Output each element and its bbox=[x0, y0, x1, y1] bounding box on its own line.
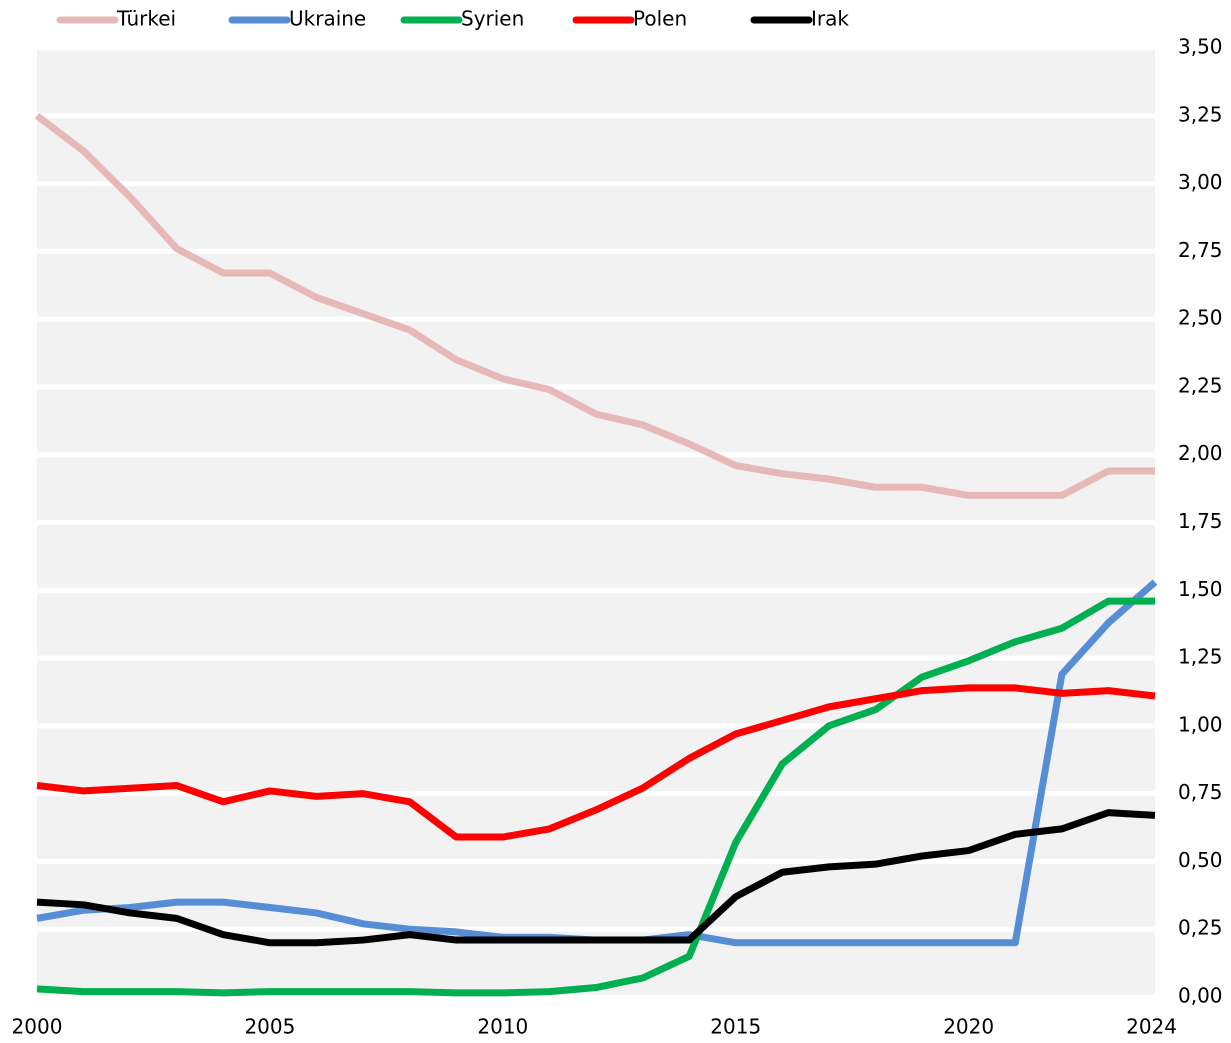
y-tick-label: 1,50 bbox=[1178, 577, 1223, 601]
legend-label: Syrien bbox=[461, 7, 524, 31]
y-tick-label: 1,75 bbox=[1178, 509, 1223, 533]
legend-label: Polen bbox=[633, 7, 687, 31]
line-series bbox=[34, 112, 1155, 499]
y-tick-label: 0,50 bbox=[1178, 848, 1223, 872]
x-tick-label: 2000 bbox=[12, 1015, 63, 1039]
legend-label: Ukraine bbox=[289, 7, 366, 31]
x-tick-label: 2005 bbox=[244, 1015, 295, 1039]
x-tick-label: 2024 bbox=[1126, 1015, 1177, 1039]
line-series bbox=[36, 684, 1156, 841]
legend-label: Irak bbox=[811, 7, 849, 31]
y-tick-label: 3,25 bbox=[1178, 102, 1223, 126]
y-tick-label: 3,50 bbox=[1178, 35, 1223, 59]
x-tick-label: 2020 bbox=[943, 1015, 994, 1039]
y-tick-label: 2,25 bbox=[1178, 373, 1223, 397]
line-series bbox=[36, 597, 1155, 997]
y-tick-label: 1,00 bbox=[1178, 712, 1223, 736]
y-tick-label: 1,25 bbox=[1178, 645, 1223, 669]
y-tick-label: 0,25 bbox=[1178, 916, 1223, 940]
y-tick-label: 0,00 bbox=[1178, 984, 1223, 1008]
y-tick-label: 0,75 bbox=[1178, 780, 1223, 804]
x-tick-label: 2010 bbox=[477, 1015, 528, 1039]
y-tick-label: 2,00 bbox=[1178, 441, 1223, 465]
x-tick-label: 2015 bbox=[710, 1015, 761, 1039]
legend-label: Türkei bbox=[116, 7, 176, 31]
y-tick-label: 3,00 bbox=[1178, 170, 1223, 194]
line-series bbox=[36, 809, 1156, 947]
y-tick-label: 2,50 bbox=[1178, 306, 1223, 330]
y-tick-label: 2,75 bbox=[1178, 238, 1223, 262]
